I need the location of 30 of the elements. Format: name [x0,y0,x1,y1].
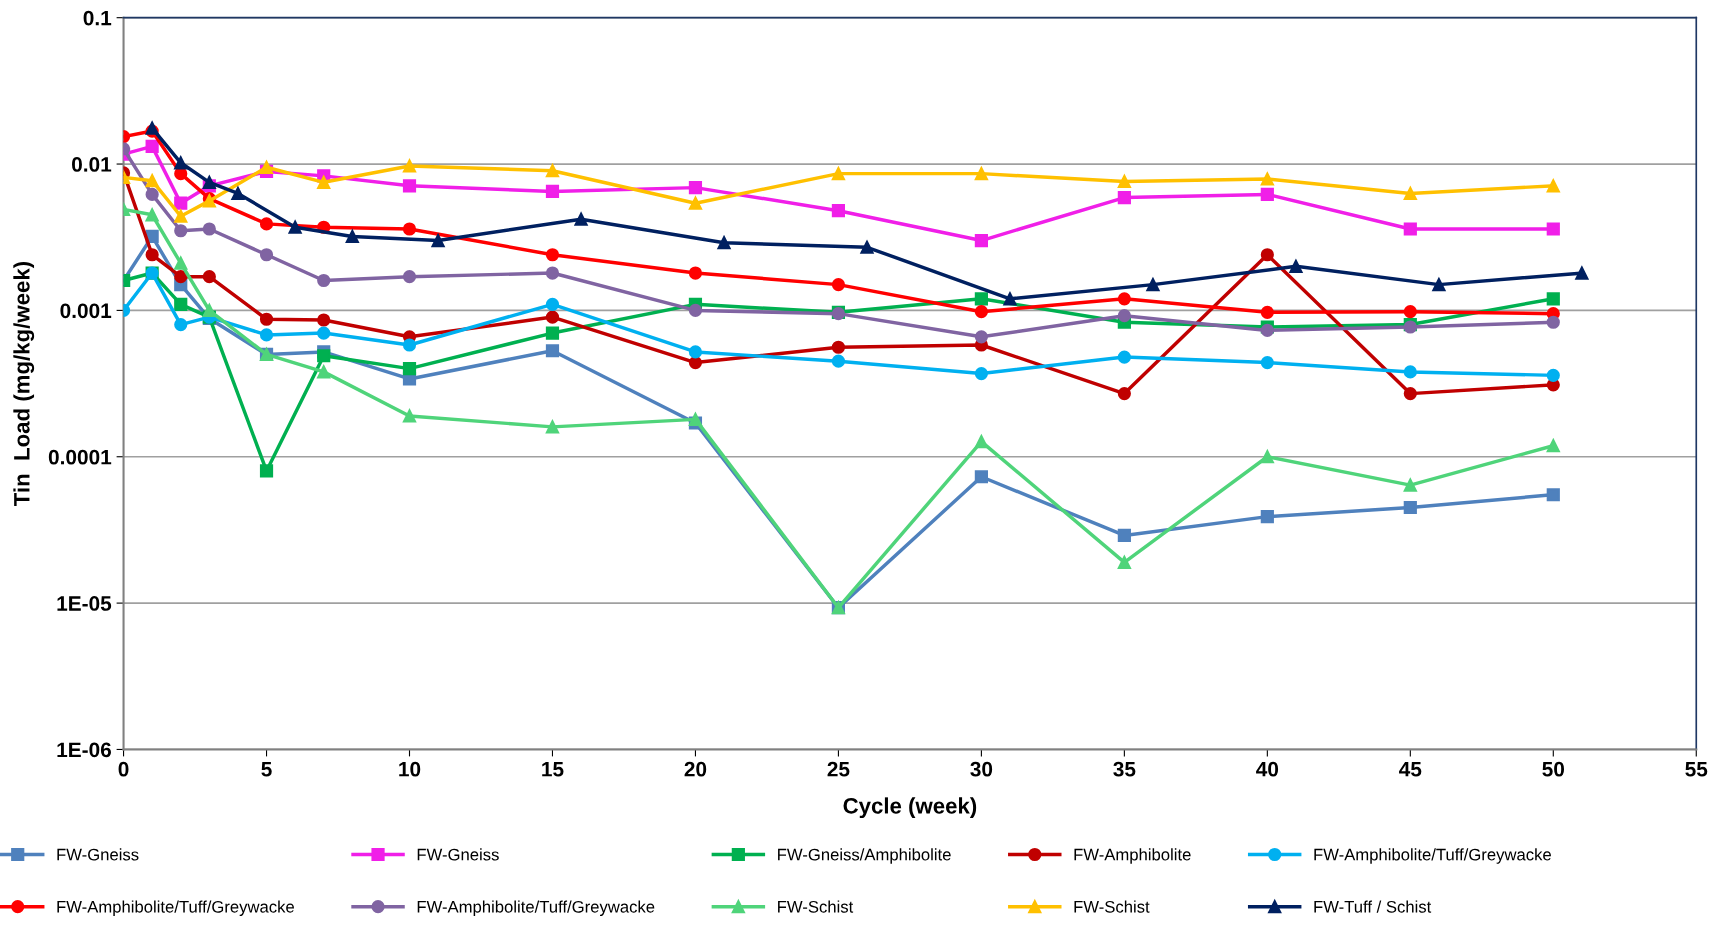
legend-label: FW-Amphibolite/Tuff/Greywacke [1314,848,1551,864]
x-tick-label: 10 [399,761,421,777]
legend-label: FW-Amphibolite/Tuff/Greywacke [57,900,294,916]
x-tick-label: 20 [684,761,707,777]
x-tick-label: 25 [827,761,850,777]
x-tick-label: 45 [1399,762,1422,777]
y-tick-label: 0.1 [83,10,112,26]
legend-label: FW-Schist [1074,900,1150,913]
x-tick-label: 35 [1113,761,1136,777]
legend-label: FW-Tuff / Schist [1314,900,1432,913]
x-tick-label: 15 [542,762,564,777]
x-tick-label: 50 [1542,761,1565,777]
y-tick-label: 0.001 [60,303,112,319]
legend-label: FW-Gneiss [417,848,499,861]
y-tick-label: 1E-05 [57,596,112,611]
y-tick-label: 0.01 [72,157,112,172]
x-tick-label: 30 [970,761,993,777]
legend-label: FW-Amphibolite/Tuff/Greywacke [417,900,655,916]
legend-label: FW-Schist [778,900,854,913]
x-tick-label: 40 [1256,761,1279,777]
x-axis-title: Cycle (week) [843,797,977,819]
legend-label: FW-Gneiss [57,848,139,861]
y-axis-title: Tin Load (mg/kg/week) [13,262,35,506]
y-tick-label: 1E-06 [57,742,111,758]
x-tick-label: 5 [261,762,272,777]
legend-label: FW-Amphibolite [1074,848,1191,864]
x-tick-label: 0 [118,761,129,777]
y-tick-label: 0.0001 [48,449,112,465]
legend-label: FW-Gneiss/Amphibolite [778,848,951,864]
x-tick-label: 55 [1685,762,1708,777]
